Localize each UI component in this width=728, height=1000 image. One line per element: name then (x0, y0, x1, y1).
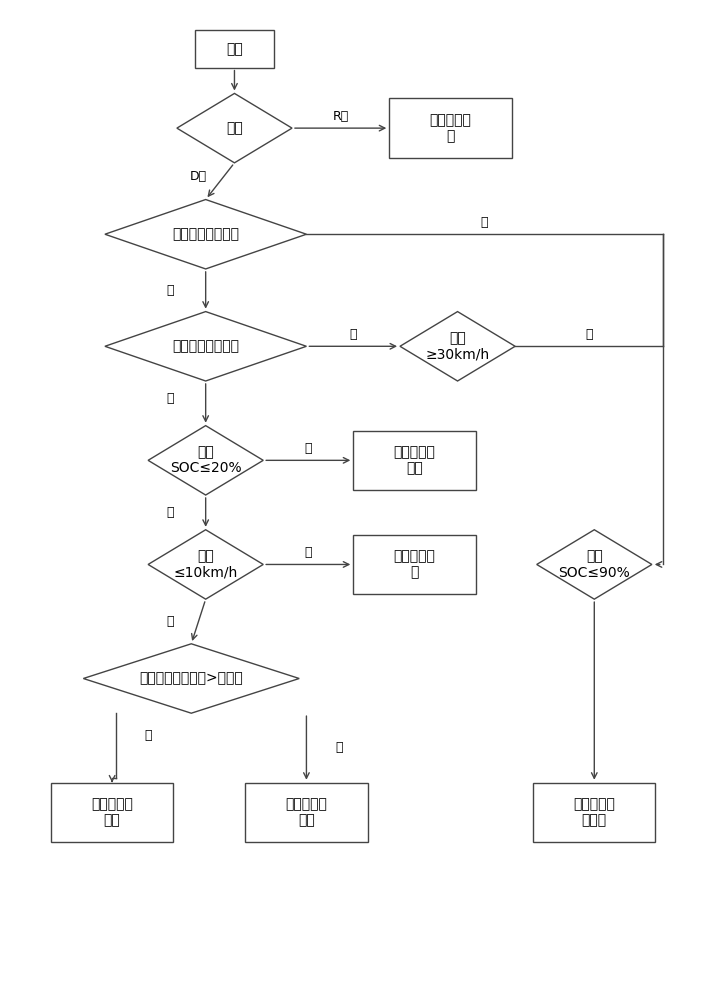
Polygon shape (537, 530, 652, 599)
Polygon shape (105, 312, 306, 381)
Polygon shape (148, 426, 264, 495)
Bar (353, 535, 475, 594)
Bar (245, 783, 368, 842)
Text: 倒车控制策
略: 倒车控制策 略 (430, 113, 471, 143)
Polygon shape (105, 200, 306, 269)
Bar (353, 431, 475, 490)
Text: 是: 是 (304, 442, 312, 455)
Text: 是: 是 (585, 328, 593, 341)
Text: 车速
≤10km/h: 车速 ≤10km/h (173, 549, 238, 580)
Text: 经济性控制
策略: 经济性控制 策略 (91, 797, 133, 827)
Text: 加速踏板是否踩下: 加速踏板是否踩下 (173, 339, 240, 353)
Text: 否: 否 (166, 284, 173, 297)
Text: 是: 是 (335, 741, 343, 754)
Text: 开始: 开始 (226, 42, 243, 56)
Text: 动力性控制
策略: 动力性控制 策略 (285, 797, 328, 827)
Text: D档: D档 (190, 170, 207, 183)
Text: 是: 是 (304, 546, 312, 559)
Text: 是: 是 (480, 216, 488, 229)
Polygon shape (400, 312, 515, 381)
Text: 电池
SOC≤20%: 电池 SOC≤20% (170, 445, 242, 475)
Bar (51, 783, 173, 842)
Text: 否: 否 (144, 729, 152, 742)
Text: 否: 否 (349, 328, 357, 341)
Text: 否: 否 (166, 615, 173, 628)
Bar (389, 98, 512, 158)
Text: 起步控制策
略: 起步控制策 略 (393, 549, 435, 580)
Text: 档位: 档位 (226, 121, 243, 135)
Polygon shape (148, 530, 264, 599)
Polygon shape (83, 644, 299, 713)
Text: 车速
≥30km/h: 车速 ≥30km/h (425, 331, 490, 361)
Text: 节气门位置变化率>预设值: 节气门位置变化率>预设值 (139, 672, 243, 686)
Text: 制动踏板是否踩下: 制动踏板是否踩下 (173, 227, 240, 241)
Text: R档: R档 (333, 110, 349, 123)
Text: 是: 是 (166, 392, 173, 405)
Bar (533, 783, 655, 842)
Text: 制动能量回
馈策略: 制动能量回 馈策略 (574, 797, 615, 827)
Bar (195, 30, 274, 68)
Text: 否: 否 (166, 506, 173, 519)
Text: 电池
SOC≤90%: 电池 SOC≤90% (558, 549, 630, 580)
Polygon shape (177, 93, 292, 163)
Text: 低电量控制
策略: 低电量控制 策略 (393, 445, 435, 475)
